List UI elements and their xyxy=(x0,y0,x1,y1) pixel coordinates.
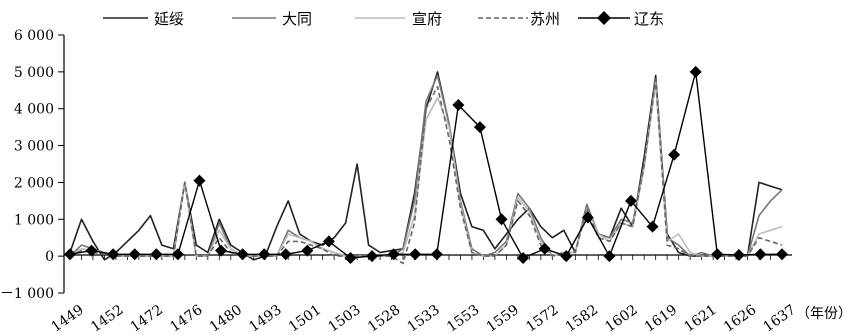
point-marker-liaodong xyxy=(495,213,508,226)
y-tick-label: 0 xyxy=(45,249,54,265)
series-line-liaodong xyxy=(69,71,782,259)
x-tick-label: 1619 xyxy=(642,302,680,335)
x-tick-label: 1637 xyxy=(761,302,799,335)
series-layer xyxy=(64,65,788,265)
x-tick-label: 1501 xyxy=(286,302,324,335)
point-marker-liaodong xyxy=(538,242,551,255)
point-marker-liaodong xyxy=(776,248,788,261)
point-marker-liaodong xyxy=(668,148,681,161)
point-marker-liaodong xyxy=(732,249,745,262)
point-marker-liaodong xyxy=(236,248,249,261)
point-marker-liaodong xyxy=(107,248,120,261)
point-marker-liaodong xyxy=(409,248,422,261)
point-marker-liaodong xyxy=(711,248,724,261)
point-marker-liaodong xyxy=(85,244,98,257)
legend-marker-liaodong xyxy=(597,11,611,25)
point-marker-liaodong xyxy=(301,244,314,257)
point-marker-liaodong xyxy=(430,248,443,261)
y-tick-label: 5 000 xyxy=(14,65,54,81)
x-tick-label: 1626 xyxy=(721,302,759,335)
point-marker-liaodong xyxy=(193,174,206,187)
point-marker-liaodong xyxy=(258,248,271,261)
y-tick-label: －1 000 xyxy=(0,286,54,302)
x-tick-label: 1559 xyxy=(484,302,522,335)
legend-label-xuanfu: 宣府 xyxy=(412,10,442,28)
point-marker-liaodong xyxy=(279,248,292,261)
y-tick-label: 6 000 xyxy=(14,28,54,44)
point-marker-liaodong xyxy=(452,99,465,112)
point-marker-liaodong xyxy=(624,194,637,207)
x-tick-label: 1503 xyxy=(325,302,363,335)
x-tick-label: 1476 xyxy=(167,302,205,335)
point-marker-liaodong xyxy=(150,248,163,261)
y-tick-label: 3 000 xyxy=(14,139,54,155)
point-marker-liaodong xyxy=(560,250,573,263)
point-marker-liaodong xyxy=(128,248,141,261)
x-tick-label: 1621 xyxy=(681,302,719,335)
legend: 延绥 大同 宣府 苏州 辽东 xyxy=(103,10,664,28)
point-marker-liaodong xyxy=(387,248,400,261)
point-marker-liaodong xyxy=(603,250,616,263)
x-axis-unit-label: （年份） xyxy=(796,306,852,322)
point-marker-liaodong xyxy=(215,244,228,257)
y-tick-label: 1 000 xyxy=(14,212,54,228)
point-marker-liaodong xyxy=(344,251,357,264)
x-tick-label: 1480 xyxy=(207,302,245,335)
x-tick-label: 1533 xyxy=(405,302,443,335)
legend-label-datong: 大同 xyxy=(282,10,312,28)
y-axis-ticks: －1 000 0 1 000 2 000 3 000 4 000 5 000 6 000 xyxy=(0,28,64,302)
x-tick-label: 1572 xyxy=(523,302,561,335)
point-marker-liaodong xyxy=(754,248,767,261)
point-marker-liaodong xyxy=(322,235,335,248)
point-marker-liaodong xyxy=(64,248,76,261)
x-tick-label: 1452 xyxy=(88,302,126,335)
x-tick-label: 1449 xyxy=(49,302,87,335)
x-tick-label: 1528 xyxy=(365,302,403,335)
x-tick-label: 1493 xyxy=(246,302,284,335)
legend-label-liaodong: 辽东 xyxy=(634,10,664,28)
point-marker-liaodong xyxy=(473,121,486,134)
point-marker-liaodong xyxy=(689,65,702,78)
series-liaodong xyxy=(64,65,788,264)
x-tick-label: 1582 xyxy=(563,302,601,335)
point-marker-liaodong xyxy=(517,251,530,264)
y-tick-label: 2 000 xyxy=(14,175,54,191)
point-marker-liaodong xyxy=(171,248,184,261)
point-marker-liaodong xyxy=(366,250,379,263)
legend-label-suzhou: 苏州 xyxy=(530,10,560,28)
y-tick-label: 4 000 xyxy=(14,102,54,118)
point-marker-liaodong xyxy=(646,220,659,233)
x-axis-ticks: 1449 1452 1472 1476 1480 1493 1501 1503 1528 1533… xyxy=(49,255,799,335)
point-marker-liaodong xyxy=(581,211,594,224)
x-tick-label: 1553 xyxy=(444,302,482,335)
x-tick-label: 1602 xyxy=(602,302,640,335)
x-tick-label: 1472 xyxy=(128,302,166,335)
legend-label-yansui: 延绥 xyxy=(154,10,184,28)
